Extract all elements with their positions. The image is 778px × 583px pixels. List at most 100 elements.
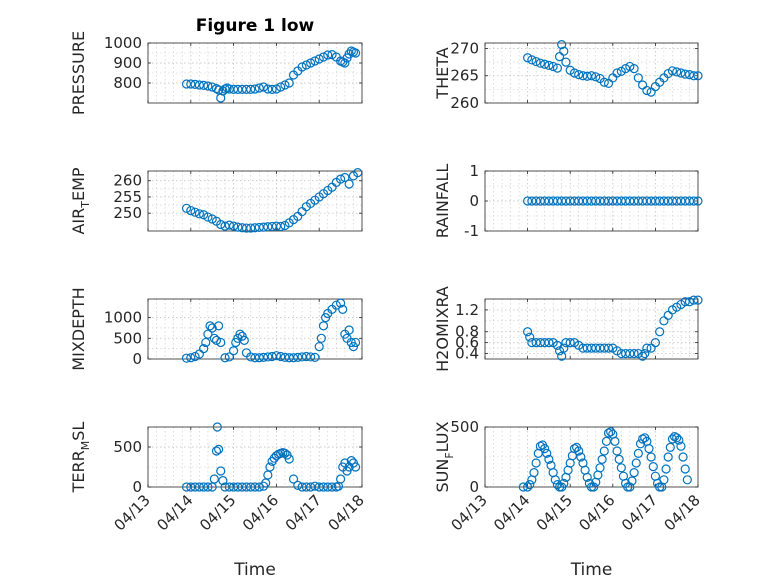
data-point — [306, 352, 316, 362]
data-point — [199, 344, 209, 354]
data-point — [318, 52, 329, 62]
data-point — [550, 475, 560, 485]
data-point — [310, 56, 320, 66]
data-point — [672, 67, 682, 77]
data-point — [574, 70, 584, 80]
y-tick-label: 500 — [113, 438, 142, 456]
subplot-mixdepth: 0 500 1000 MIXDEPTH — [69, 287, 363, 371]
data-point — [625, 482, 635, 492]
data-point — [518, 482, 528, 492]
data-point — [565, 338, 575, 348]
data-point — [301, 351, 311, 362]
data-point — [258, 352, 269, 362]
data-point — [344, 49, 354, 59]
data-point — [642, 343, 652, 353]
data-point — [693, 71, 703, 81]
data-point — [603, 343, 614, 353]
data-point — [689, 71, 699, 81]
y-tick-label: 500 — [113, 329, 142, 347]
data-point — [531, 56, 541, 67]
y-axis-label: THETA — [433, 47, 452, 99]
data-point — [254, 353, 264, 363]
data-point — [288, 353, 299, 363]
data-point — [525, 332, 535, 342]
data-point — [540, 59, 550, 69]
data-point — [561, 57, 571, 67]
data-point — [633, 448, 643, 458]
data-point — [680, 69, 690, 79]
data-point — [323, 50, 333, 60]
data-point — [689, 196, 699, 206]
x-tick-label: 04/16 — [575, 491, 618, 534]
data-point — [648, 462, 658, 472]
y-tick-label: 255 — [113, 188, 142, 206]
data-point — [310, 352, 320, 362]
axes-box — [484, 42, 699, 104]
data-point — [254, 222, 264, 233]
data-point — [239, 335, 249, 345]
data-point — [680, 464, 690, 474]
data-point — [181, 353, 192, 363]
y-axis-label: AIRTEMP — [69, 167, 92, 234]
data-point — [212, 422, 222, 432]
y-tick-label: 1.2 — [455, 301, 479, 319]
data-point — [258, 82, 269, 92]
figure-title: Figure 1 low — [196, 16, 315, 36]
data-point — [684, 70, 695, 80]
data-point — [667, 66, 678, 76]
y-tick-label: 265 — [450, 67, 479, 85]
data-point — [276, 351, 286, 362]
data-point — [254, 482, 264, 492]
data-point — [181, 203, 192, 213]
data-point — [595, 463, 605, 473]
data-point — [635, 439, 646, 449]
data-point — [318, 321, 329, 331]
data-point — [220, 353, 230, 363]
y-tick-label: 900 — [113, 54, 142, 72]
data-point — [350, 462, 361, 472]
data-point — [522, 327, 533, 337]
data-point — [640, 348, 650, 359]
y-tick-label: 0 — [469, 192, 479, 210]
x-axis-label: Time — [233, 560, 276, 580]
y-axis-label: SUNFLUX — [433, 421, 456, 492]
data-point — [246, 352, 256, 362]
data-point — [667, 434, 678, 444]
data-point — [614, 454, 624, 464]
data-point — [665, 442, 675, 452]
x-axis-label: Time — [570, 560, 613, 580]
data-point — [194, 209, 204, 219]
y-tick-label: 1 — [469, 162, 479, 180]
x-tick-label: 04/14 — [153, 491, 196, 534]
data-point — [569, 68, 580, 78]
data-point — [211, 335, 222, 345]
x-tick-label: 04/15 — [196, 491, 239, 534]
data-point — [627, 476, 637, 486]
data-point — [548, 61, 558, 72]
data-point — [544, 454, 554, 464]
data-point — [229, 221, 239, 231]
data-point — [693, 295, 703, 305]
plot-area — [485, 299, 698, 359]
data-point — [542, 448, 552, 458]
data-point — [527, 55, 537, 65]
data-point — [293, 480, 303, 490]
plot-area — [148, 171, 362, 231]
y-tick-label: 500 — [450, 418, 479, 436]
data-point — [224, 220, 234, 230]
data-point — [263, 222, 273, 232]
data-point — [207, 214, 217, 224]
data-point — [642, 85, 652, 96]
y-tick-label: 1000 — [104, 34, 142, 52]
data-point — [574, 446, 584, 456]
y-axis-label: PRESSURE — [69, 31, 88, 115]
data-point — [214, 321, 224, 331]
data-point — [612, 68, 622, 78]
y-tick-label: 800 — [113, 74, 142, 92]
data-point — [612, 446, 622, 456]
x-tick-label: 04/13 — [111, 491, 154, 534]
data-point — [638, 351, 648, 361]
